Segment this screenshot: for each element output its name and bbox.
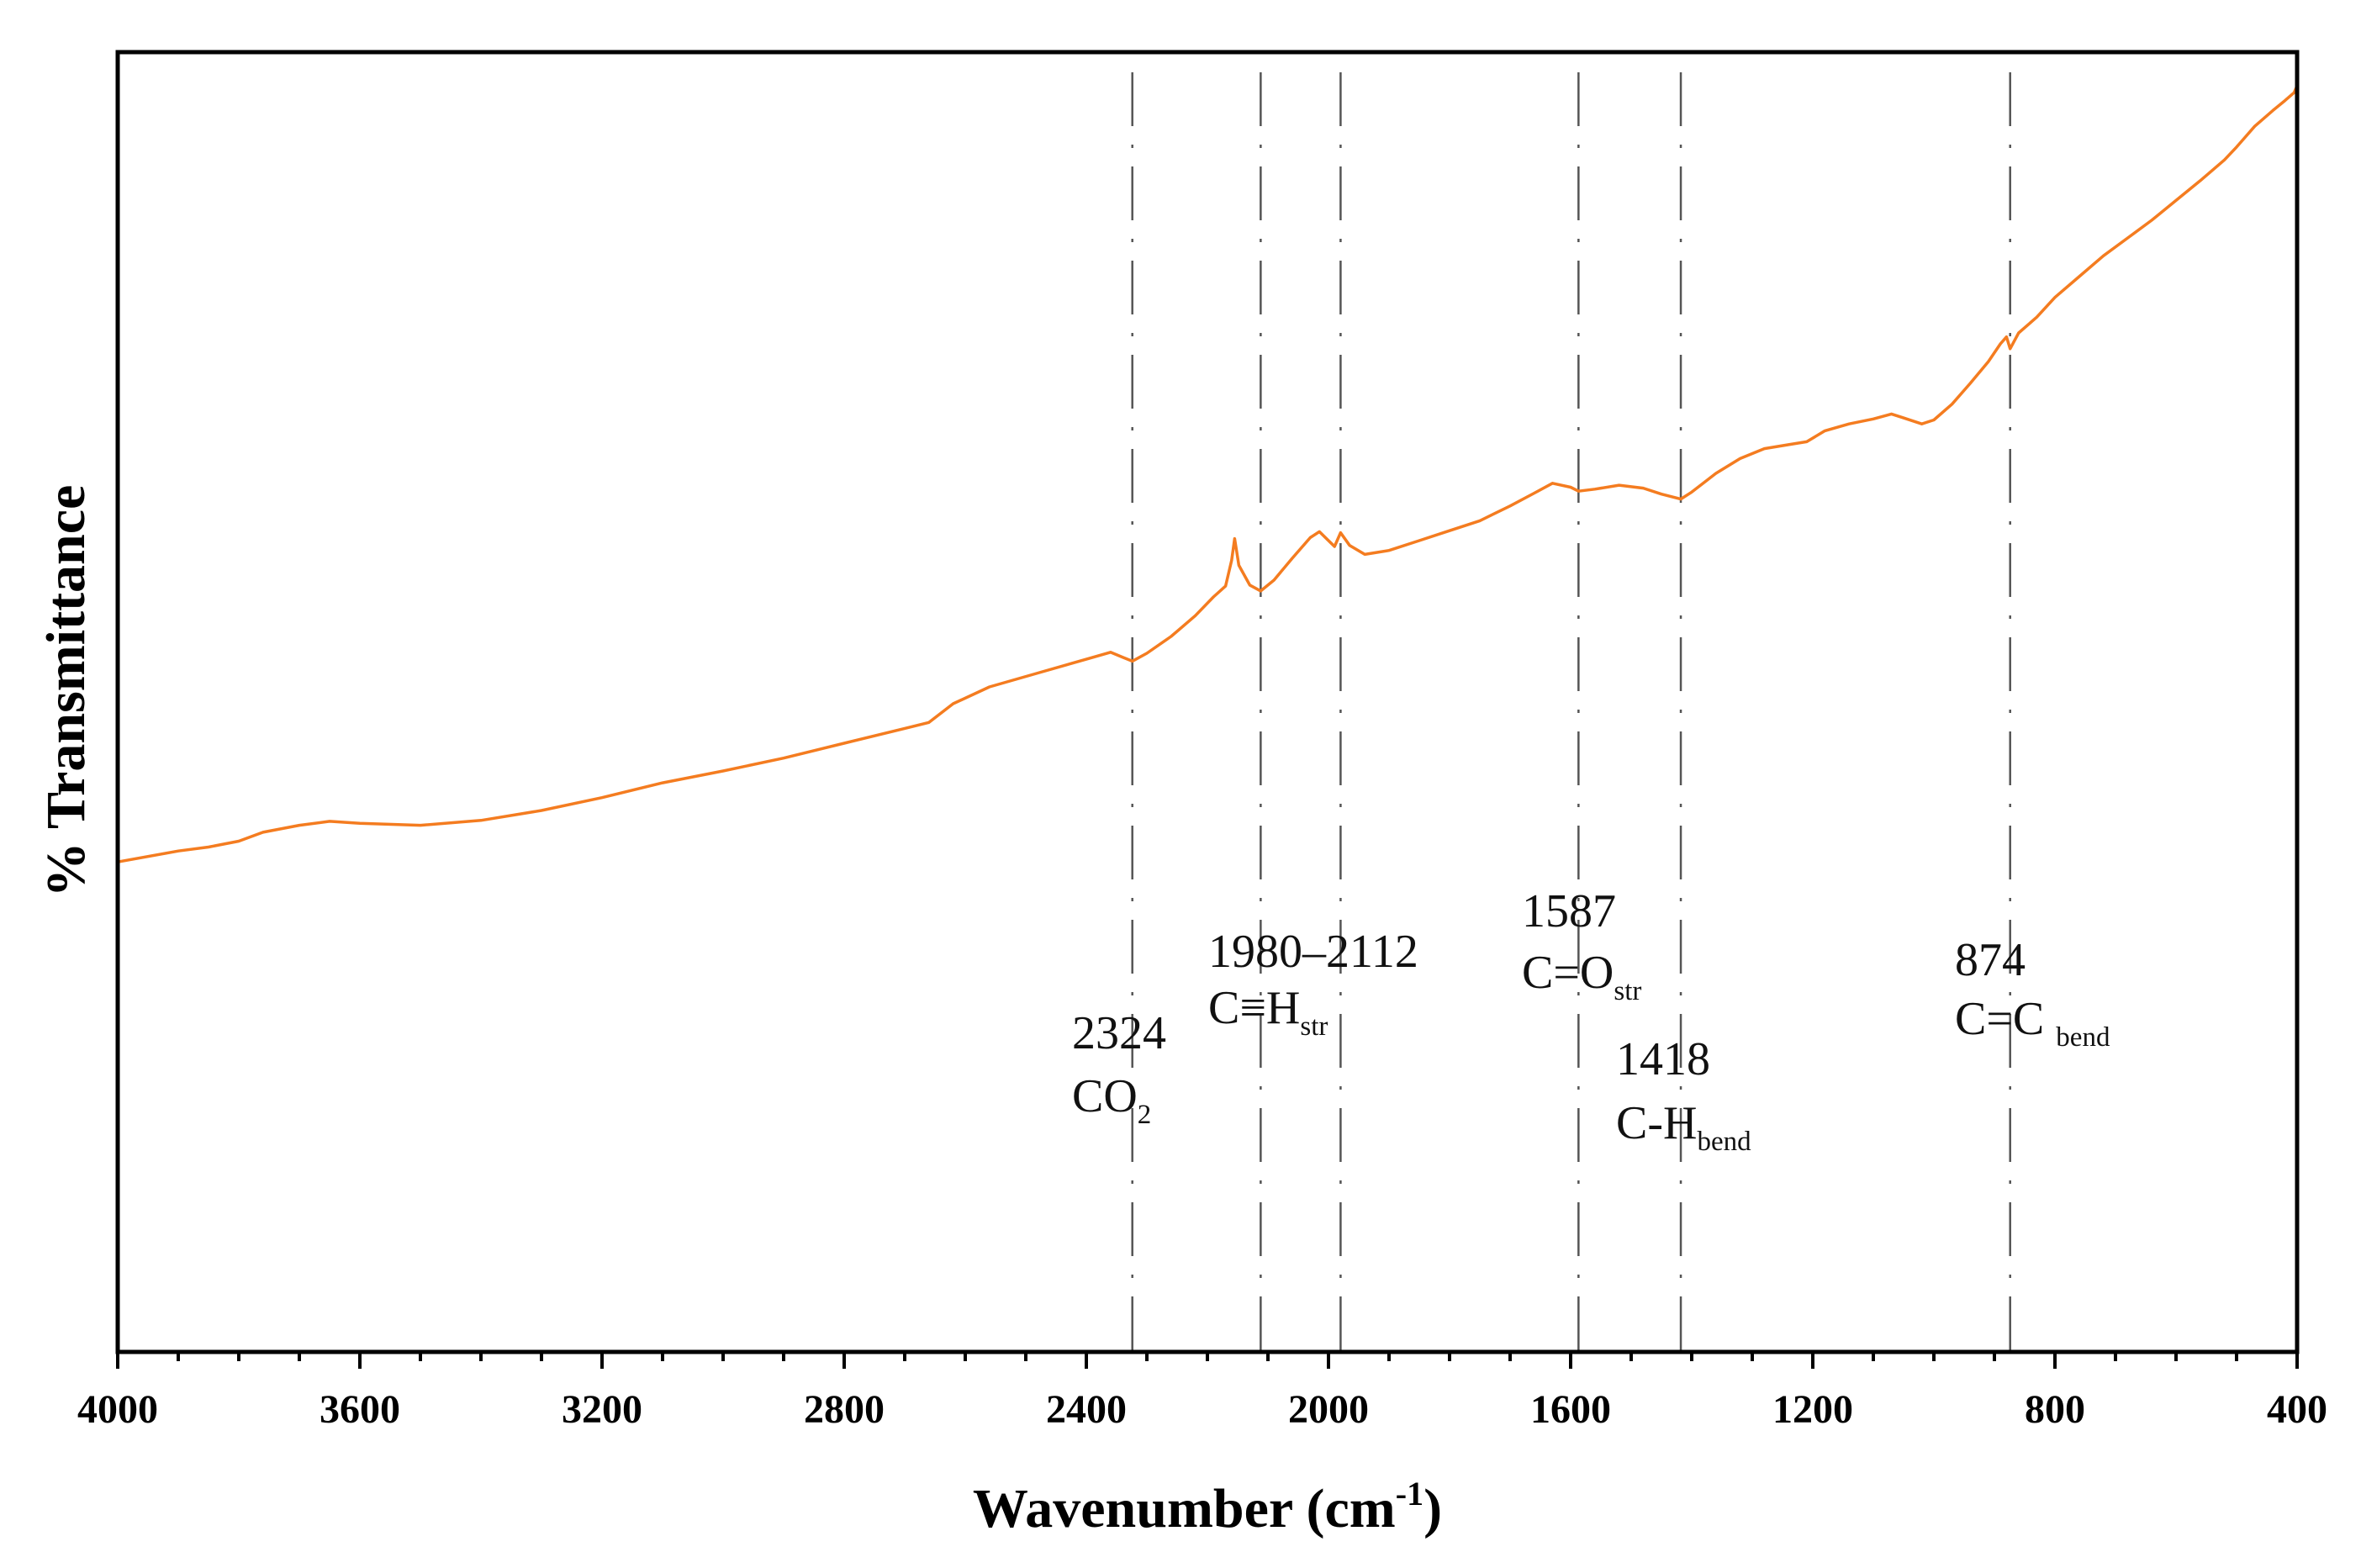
peak-assignment-2324: CO2 bbox=[1072, 1070, 1151, 1130]
peak-annotations: 2324CO21980–2112C≡Hstr1587C=Ostr1418C-Hb… bbox=[1072, 885, 2110, 1157]
peak-assignment-text: C=O bbox=[1522, 947, 1614, 999]
peak-label-1587: 1587 bbox=[1522, 885, 1616, 937]
plot-frame bbox=[115, 50, 2300, 1354]
peak-assignment-text: C=C bbox=[1955, 993, 2056, 1045]
x-tick-label-2000: 2000 bbox=[1288, 1387, 1369, 1432]
x-tick-label-4000: 4000 bbox=[77, 1387, 158, 1432]
x-tick-label-1200: 1200 bbox=[1772, 1387, 1853, 1432]
x-axis-title-sup: -1 bbox=[1396, 1475, 1423, 1513]
x-tick-label-2800: 2800 bbox=[804, 1387, 885, 1432]
peak-assignment-subscript: 2 bbox=[1138, 1100, 1152, 1130]
spectrum-series-line bbox=[117, 85, 2299, 863]
peak-assignment-text: C-H bbox=[1616, 1097, 1697, 1149]
peak-marker-lines bbox=[1131, 72, 2011, 1352]
x-tick-label-3600: 3600 bbox=[320, 1387, 400, 1432]
y-axis-title: % Transmittance bbox=[35, 485, 97, 898]
peak-assignment-subscript: str bbox=[1300, 1011, 1328, 1042]
peak-assignment-text: C≡H bbox=[1208, 982, 1300, 1034]
peak-assignment-subscript: bend bbox=[1697, 1127, 1751, 1157]
peak-label-2112: 1980–2112 bbox=[1208, 926, 1418, 978]
x-tick-label-3200: 3200 bbox=[562, 1387, 642, 1432]
peak-assignment-subscript: bend bbox=[2056, 1022, 2110, 1053]
x-axis-ticks bbox=[116, 1352, 2299, 1369]
x-tick-label-1600: 1600 bbox=[1530, 1387, 1611, 1432]
x-tick-label-400: 400 bbox=[2267, 1387, 2327, 1432]
x-axis-tick-labels: 4000 3600 3200 2800 2400 2000 1600 1200 800 400 bbox=[77, 1387, 2327, 1432]
x-axis-title-main: Wavenumber (cm bbox=[973, 1478, 1396, 1539]
peak-assignment-subscript: str bbox=[1614, 976, 1641, 1006]
peak-assignment-1587: C=Ostr bbox=[1522, 947, 1641, 1006]
x-tick-label-2400: 2400 bbox=[1046, 1387, 1127, 1432]
peak-label-2324: 2324 bbox=[1072, 1007, 1166, 1059]
peak-assignment-2112: C≡Hstr bbox=[1208, 982, 1328, 1042]
peak-label-1418: 1418 bbox=[1616, 1033, 1710, 1085]
peak-label-874: 874 bbox=[1955, 934, 2026, 986]
x-axis-title: Wavenumber (cm-1) bbox=[973, 1475, 1442, 1539]
peak-assignment-874: C=C bend bbox=[1955, 993, 2110, 1053]
x-tick-label-800: 800 bbox=[2025, 1387, 2085, 1432]
peak-assignment-text: CO bbox=[1072, 1070, 1138, 1122]
x-axis-title-close: ) bbox=[1423, 1478, 1442, 1539]
peak-assignment-1418: C-Hbend bbox=[1616, 1097, 1751, 1157]
